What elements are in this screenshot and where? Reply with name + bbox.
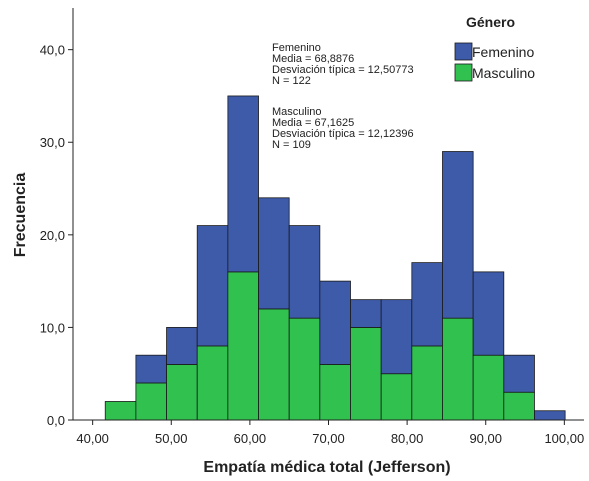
stats-femenino-line-2: Desviación típica = 12,50773: [272, 64, 414, 76]
bar-masculino-10: [411, 345, 443, 421]
bar-masculino-5: [258, 308, 290, 421]
bar-femenino-9: [380, 299, 413, 375]
bar-masculino-13: [503, 391, 535, 421]
bars-layer: [104, 95, 566, 421]
bar-femenino-14: [534, 410, 566, 421]
stats-masculino-line-0: Masculino: [272, 106, 322, 118]
stats-masculino-line-2: Desviación típica = 12,12396: [272, 128, 414, 140]
legend-label-femenino: Femenino: [472, 44, 534, 60]
y-tick-label: 0,0: [47, 413, 65, 428]
x-tick-label: 40,00: [76, 431, 109, 446]
stats-femenino-line-3: N = 122: [272, 75, 311, 87]
legend-label-masculino: Masculino: [472, 65, 535, 81]
legend-title: Género: [466, 14, 515, 30]
bar-masculino-3: [196, 345, 229, 421]
bar-femenino-13: [503, 354, 535, 393]
bar-masculino-9: [380, 373, 413, 421]
bar-masculino-4: [227, 271, 259, 421]
bar-femenino-1: [135, 354, 167, 384]
legend: Género Femenino Masculino: [454, 14, 535, 82]
x-tick-label: 100,00: [544, 431, 584, 446]
bar-femenino-8: [350, 299, 382, 328]
x-tick-label: 50,00: [155, 431, 188, 446]
bar-femenino-10: [411, 262, 443, 347]
x-tick-label: 90,00: [469, 431, 502, 446]
bar-femenino-12: [472, 271, 505, 356]
bar-femenino-2: [166, 327, 198, 365]
y-tick-label: 20,0: [40, 228, 65, 243]
stats-masculino-line-3: N = 109: [272, 139, 311, 151]
y-tick-label: 10,0: [40, 320, 65, 335]
y-tick-label: 40,0: [40, 43, 65, 58]
bar-masculino-12: [472, 354, 505, 421]
x-tick-label: 60,00: [234, 431, 267, 446]
y-axis-title: Frecuencia: [12, 173, 29, 258]
bar-masculino-2: [166, 364, 198, 421]
stats-masculino-line-1: Media = 67,1625: [272, 117, 354, 129]
bar-femenino-4: [227, 95, 259, 273]
x-tick-label: 80,00: [391, 431, 424, 446]
legend-swatch-femenino: [454, 42, 473, 61]
ticks-layer: 40,00 50,00 60,00 70,00 80,00 90,00 100,00 0,0 1…: [40, 43, 585, 446]
bar-masculino-7: [319, 364, 351, 421]
bar-masculino-11: [442, 317, 474, 421]
x-axis-title: Empatía médica total (Jefferson): [203, 459, 450, 476]
bar-masculino-0: [104, 401, 137, 421]
bar-femenino-11: [442, 151, 474, 319]
bar-femenino-6: [288, 225, 321, 319]
bar-masculino-6: [288, 317, 321, 421]
legend-swatch-masculino: [454, 63, 473, 82]
bar-masculino-8: [350, 327, 382, 421]
bar-masculino-1: [135, 382, 167, 421]
bar-femenino-7: [319, 280, 351, 365]
bar-femenino-3: [196, 225, 229, 347]
bar-femenino-5: [258, 197, 290, 310]
stats-femenino-line-0: Femenino: [272, 42, 321, 54]
x-tick-label: 70,00: [312, 431, 345, 446]
y-tick-label: 30,0: [40, 135, 65, 150]
stats-femenino-line-1: Media = 68,8876: [272, 53, 354, 65]
